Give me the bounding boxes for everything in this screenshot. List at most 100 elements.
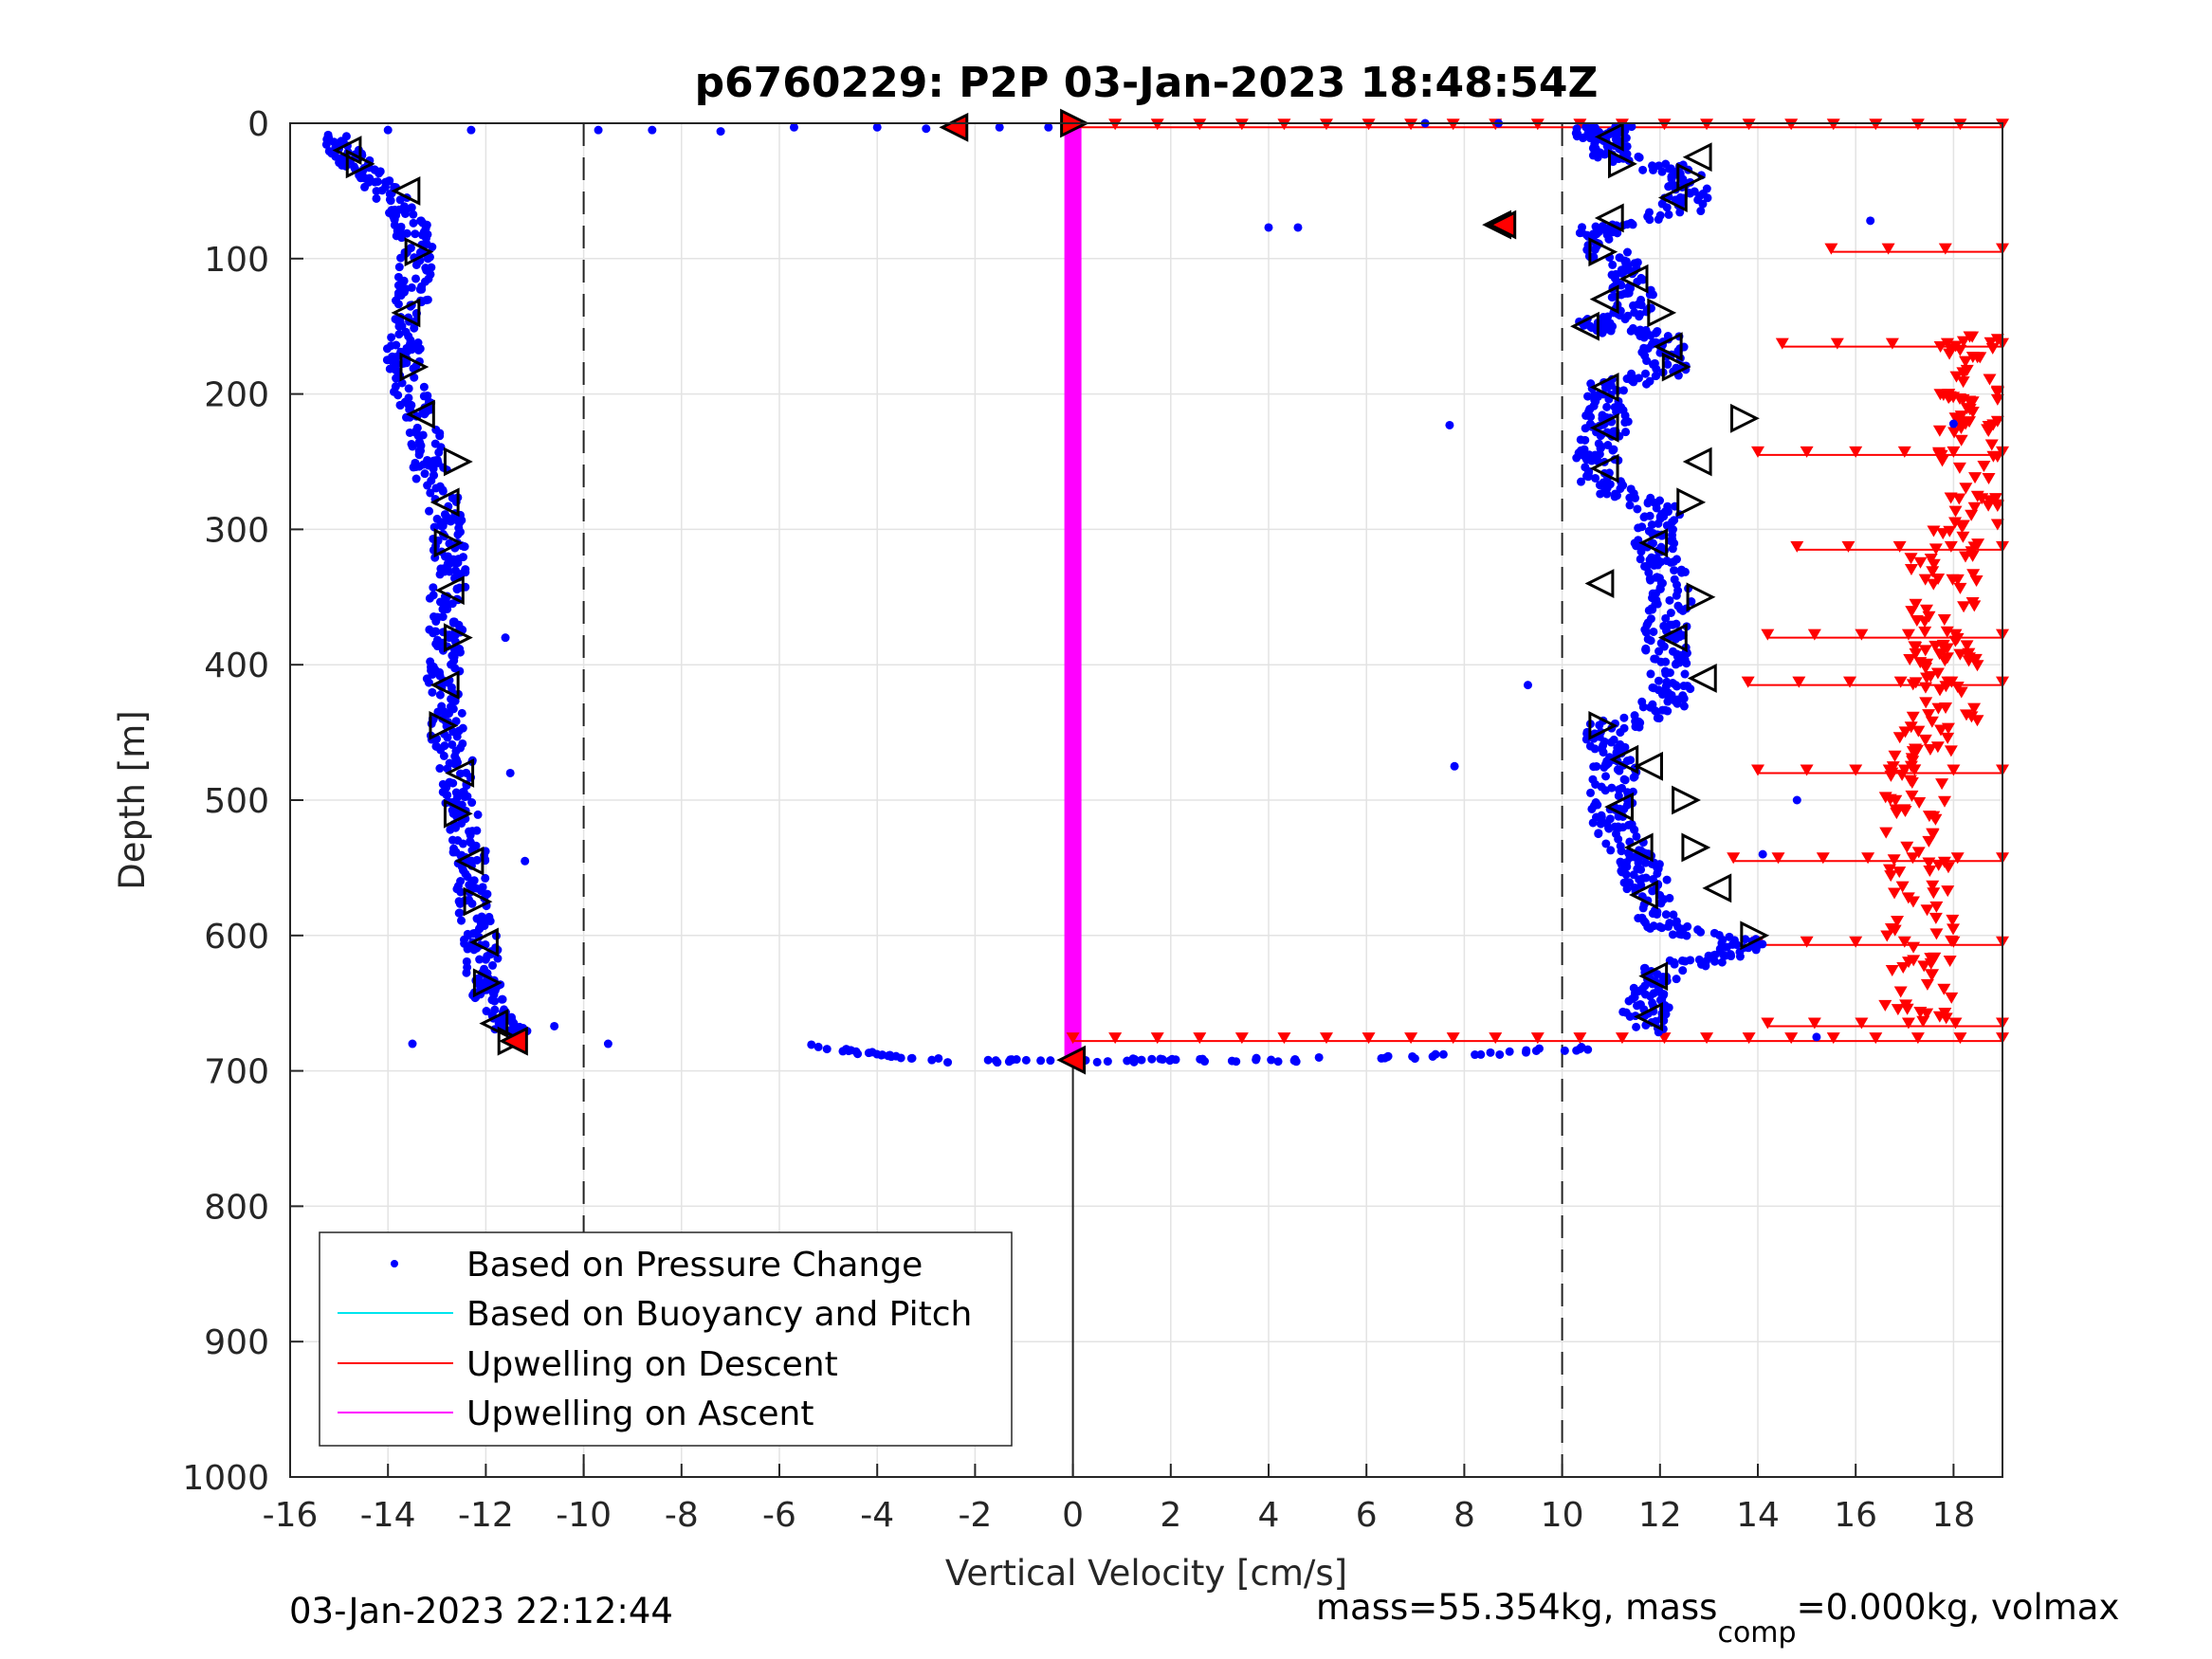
pressure-change-point xyxy=(1660,705,1670,715)
pressure-change-point xyxy=(432,741,442,751)
descent-upwelling-marker xyxy=(1784,1032,1799,1045)
descent-upwelling-marker xyxy=(1969,575,1983,588)
pressure-change-point xyxy=(1678,924,1688,934)
descent-upwelling-marker xyxy=(1919,697,1933,709)
pressure-change-point xyxy=(1486,1048,1495,1057)
descent-upwelling-marker xyxy=(1956,367,1970,379)
pressure-change-point xyxy=(451,717,461,726)
pressure-change-point xyxy=(1792,795,1801,805)
descent-upwelling-marker xyxy=(1886,761,1900,774)
pressure-change-point xyxy=(451,797,461,807)
descent-upwelling-marker xyxy=(1897,936,1911,948)
pressure-change-point xyxy=(1664,921,1673,931)
pressure-change-point xyxy=(1610,403,1619,412)
pressure-change-point xyxy=(494,1018,503,1028)
pressure-change-point xyxy=(387,206,396,215)
velocity-marker xyxy=(443,798,473,829)
pressure-change-point xyxy=(1643,618,1653,628)
pressure-change-point xyxy=(423,295,432,304)
descent-upwelling-marker xyxy=(1982,473,1996,485)
descent-upwelling-marker xyxy=(1990,385,2004,397)
velocity-marker xyxy=(1487,210,1517,240)
pressure-change-point xyxy=(1646,669,1655,679)
pressure-change-point xyxy=(1617,403,1626,412)
descent-upwelling-marker xyxy=(1902,957,1916,969)
descent-upwelling-marker xyxy=(1869,118,1883,131)
descent-upwelling-marker xyxy=(1983,337,1998,349)
descent-upwelling-marker xyxy=(1884,922,1898,935)
pressure-change-point xyxy=(1644,568,1654,577)
descent-upwelling-marker xyxy=(1775,337,1789,350)
pressure-change-point xyxy=(1577,228,1586,237)
pressure-change-point xyxy=(382,356,392,365)
pressure-change-point xyxy=(1673,580,1682,590)
pressure-change-point xyxy=(814,1042,823,1051)
pressure-change-point xyxy=(1630,308,1639,318)
descent-upwelling-marker xyxy=(1905,753,1919,765)
pressure-change-point xyxy=(922,124,931,134)
pressure-change-point xyxy=(1103,1057,1112,1066)
descent-upwelling-marker xyxy=(1404,118,1418,131)
pressure-change-point xyxy=(1594,829,1603,838)
pressure-change-point xyxy=(716,127,725,137)
descent-upwelling-marker xyxy=(1939,702,1953,715)
descent-upwelling-marker xyxy=(1945,343,1959,356)
pressure-change-point xyxy=(1634,914,1643,923)
pressure-change-point xyxy=(1438,1049,1448,1059)
pressure-change-point xyxy=(789,122,798,132)
descent-upwelling-marker xyxy=(1970,660,1984,672)
x-tick-label: -16 xyxy=(263,1496,319,1535)
descent-upwelling-marker xyxy=(1929,928,1944,940)
pressure-change-point xyxy=(419,382,429,392)
descent-upwelling-marker xyxy=(1940,643,1954,655)
descent-upwelling-marker xyxy=(1926,566,1940,578)
pressure-change-point xyxy=(1630,711,1639,720)
descent-upwelling-marker xyxy=(1942,389,1956,401)
descent-upwelling-marker xyxy=(1950,574,1965,586)
pressure-change-point xyxy=(456,769,466,778)
x-tick-label: 12 xyxy=(1638,1496,1682,1535)
velocity-marker xyxy=(1687,664,1717,693)
pressure-change-point xyxy=(390,214,399,224)
descent-upwelling-marker xyxy=(1924,671,1938,684)
pressure-change-point xyxy=(1651,654,1660,664)
pressure-change-point xyxy=(1273,1057,1283,1066)
pressure-change-point xyxy=(415,284,425,294)
descent-upwelling-marker xyxy=(1959,356,1973,368)
pressure-change-point xyxy=(1665,595,1674,605)
pressure-change-point xyxy=(1648,886,1657,896)
pressure-change-point xyxy=(1092,1057,1102,1066)
x-tick-label: -4 xyxy=(860,1496,894,1535)
velocity-marker xyxy=(1056,1045,1087,1075)
pressure-change-point xyxy=(1676,605,1686,614)
pressure-change-point xyxy=(1648,998,1657,1008)
descent-upwelling-marker xyxy=(1891,915,1905,927)
pressure-change-point xyxy=(1580,445,1589,454)
descent-upwelling-marker xyxy=(1895,769,1910,781)
pressure-change-point xyxy=(1606,846,1616,855)
descent-upwelling-marker xyxy=(1884,870,1898,883)
pressure-change-point xyxy=(1600,737,1609,746)
descent-upwelling-marker xyxy=(1938,655,1952,667)
pressure-change-point xyxy=(327,149,337,158)
pressure-change-point xyxy=(1655,496,1665,505)
pressure-change-point xyxy=(1599,312,1608,321)
descent-upwelling-marker xyxy=(1912,797,1927,810)
pressure-change-point xyxy=(448,739,457,749)
pressure-change-point xyxy=(445,630,454,640)
y-tick-label: 800 xyxy=(204,1188,269,1227)
descent-upwelling-marker xyxy=(1234,118,1249,131)
pressure-change-point xyxy=(419,392,429,401)
pressure-change-point xyxy=(1636,273,1646,283)
descent-upwelling-marker xyxy=(1615,1032,1629,1045)
descent-upwelling-marker xyxy=(1920,658,1934,670)
pressure-change-point xyxy=(1618,1007,1628,1016)
descent-upwelling-marker xyxy=(1319,118,1333,131)
legend-label-buoyancy: Based on Buoyancy and Pitch xyxy=(466,1295,972,1334)
descent-upwelling-marker xyxy=(1929,543,1943,556)
descent-upwelling-marker xyxy=(1905,790,1919,802)
descent-upwelling-marker xyxy=(1910,744,1925,757)
x-axis-label: Vertical Velocity [cm/s] xyxy=(945,1553,1347,1594)
velocity-marker xyxy=(1730,403,1760,433)
descent-upwelling-marker xyxy=(1904,563,1918,575)
